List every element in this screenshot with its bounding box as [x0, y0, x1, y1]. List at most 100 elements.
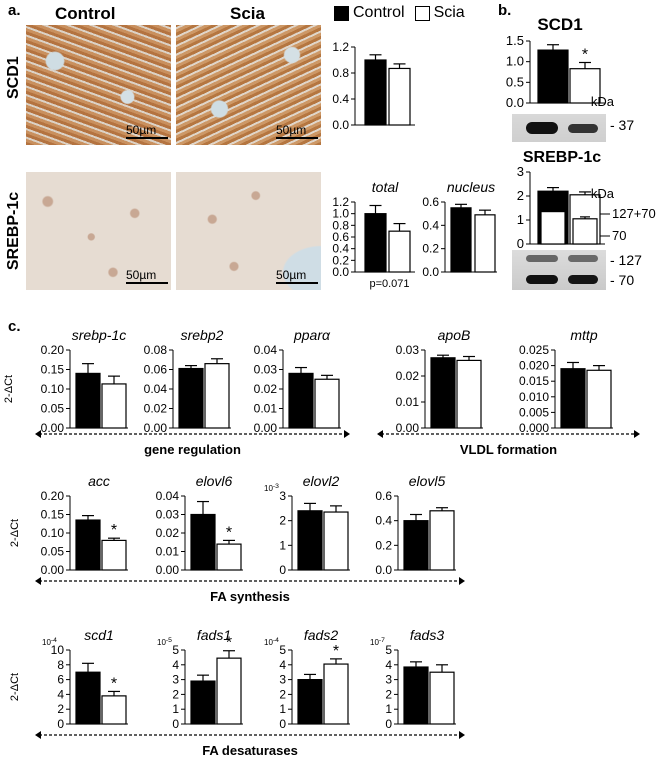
srebp2-y-tick-label: 0.00 [144, 421, 168, 435]
blot-band [568, 124, 598, 133]
apob-y-tick-label: 0.02 [396, 369, 420, 383]
elovl6-y-tick-label: 0.01 [156, 545, 180, 559]
panel-a-label: a. [8, 2, 21, 19]
fads2-bar-control [297, 678, 323, 725]
srebp1c-y-tick-label: 0.15 [41, 363, 65, 377]
group-vldl-formation-arrow-right [634, 430, 640, 438]
ihc-srebp-nucleus-y-tick-label: 0.4 [422, 218, 439, 232]
ihc-srebp-nucleus-y-tick-label: 0.6 [422, 195, 439, 209]
fads3-y-tick-label: 3 [385, 673, 392, 687]
scale-bar [126, 282, 168, 284]
fads2-bar-scia [323, 663, 349, 725]
group-vldl-formation-arrow-left [377, 430, 383, 438]
scd1-y-tick-label: 2 [57, 702, 64, 716]
wb-scd1-title: SCD1 [537, 15, 582, 34]
ihc-srebp-total-bar-scia [388, 230, 411, 273]
elovl6-bar-control [190, 513, 216, 571]
scd1-bar-control [75, 671, 101, 725]
micrograph-srebp-control: 50µm [26, 172, 171, 290]
ihc-scd1-bar-scia [388, 67, 411, 126]
srebp2-title: srebp2 [181, 327, 224, 343]
wb-scd1-y-tick-label: 1.0 [506, 54, 524, 69]
ppara-y-tick-label: 0.03 [254, 363, 278, 377]
fads3-y-tick-label: 4 [385, 658, 392, 672]
wb-srebp-inner-bar [540, 211, 566, 245]
ihc-srebp-total-y-tick-label: 0.0 [332, 265, 349, 279]
group-gene-regulation-label: gene regulation [144, 442, 241, 457]
elovl2-exponent: 10-3 [264, 483, 279, 493]
blot-band [568, 275, 598, 284]
legend-control-swatch [334, 5, 349, 21]
group-gene-regulation-arrow-left [35, 430, 41, 438]
fads3-y-tick-label: 2 [385, 687, 392, 701]
ppara-y-tick-label: 0.02 [254, 382, 278, 396]
mttp-y-tick-label: 0.005 [519, 405, 549, 419]
srebp2-bar-scia [204, 363, 230, 429]
elovl6-y-tick-label: 0.02 [156, 526, 180, 540]
fads1-y-tick-label: 0 [172, 717, 179, 731]
acc-y-tick-label: 0.20 [41, 489, 65, 503]
srebp1c-y-tick-label: 0.20 [41, 343, 65, 357]
fads2-y-tick-label: 3 [279, 673, 286, 687]
scd1-y-tick-label: 4 [57, 687, 64, 701]
panel-c-label: c. [8, 318, 21, 335]
srebp1c-bar-scia [101, 383, 127, 429]
srebp1c-title: srebp-1c [72, 327, 126, 343]
fads3-bar-scia [429, 671, 455, 725]
elovl5-title: elovl5 [409, 473, 446, 489]
blot-srebp [512, 250, 606, 290]
micrograph-srebp-scia: 50µm [176, 172, 321, 290]
srebp2-y-tick-label: 0.04 [144, 382, 168, 396]
ihc-srebp-total-note: p=0.071 [369, 278, 409, 290]
wb-srebp-title: SREBP-1c [523, 149, 601, 166]
header-scia: Scia [230, 4, 265, 23]
fads2-exponent: 10-4 [264, 637, 279, 647]
group-fa-desaturases-arrow-left [35, 731, 41, 739]
elovl6-bar-scia [216, 543, 242, 571]
acc-y-tick-label: 0.15 [41, 508, 65, 522]
fads1-y-tick-label: 3 [172, 673, 179, 687]
wb-scd1-kda-label: kDa [591, 94, 615, 109]
acc-y-label: 2-ΔCt [9, 519, 21, 547]
blot-band [526, 255, 558, 262]
elovl5-bar-control [403, 520, 429, 571]
ppara-y-tick-label: 0.04 [254, 343, 278, 357]
ihc-srebp-total-y-tick-label: 0.8 [332, 218, 349, 232]
srebp1c-y-tick-label: 0.05 [41, 402, 65, 416]
mttp-y-tick-label: 0.020 [519, 359, 549, 373]
fads1-y-tick-label: 1 [172, 702, 179, 716]
ihc-srebp-nucleus-title: nucleus [447, 179, 495, 195]
apob-y-tick-label: 0.03 [396, 343, 420, 357]
group-fa-desaturases-arrow-right [459, 731, 465, 739]
apob-bar-control [430, 357, 456, 429]
wb-srebp-overlay-127-70: 127+70 [612, 206, 656, 221]
ppara-bar-scia [314, 378, 340, 429]
ppara-bar-control [288, 372, 314, 429]
group-fa-synthesis-label: FA synthesis [210, 589, 290, 604]
fads1-y-tick-label: 4 [172, 658, 179, 672]
elovl6-y-tick-label: 0.03 [156, 508, 180, 522]
ihc-srebp-total-title: total [372, 179, 399, 195]
elovl5-y-tick-label: 0.2 [375, 538, 392, 552]
blot-band [526, 275, 558, 284]
elovl5-y-tick-label: 0.0 [375, 563, 392, 577]
elovl2-bar-control [297, 510, 323, 571]
mttp-y-tick-label: 0.000 [519, 421, 549, 435]
blot-band [526, 122, 558, 134]
wb-srebp-y-tick-label: 2 [517, 188, 524, 203]
legend-control-label: Control [353, 4, 405, 21]
fads2-y-tick-label: 4 [279, 658, 286, 672]
srebp2-y-tick-label: 0.06 [144, 363, 168, 377]
fads1-significance-star: * [226, 635, 232, 652]
micrograph-scd1-control: 50µm [26, 25, 171, 145]
elovl2-y-tick-label: 2 [279, 514, 286, 528]
fads2-y-tick-label: 0 [279, 717, 286, 731]
fads1-bar-scia [216, 657, 242, 725]
scd1-exponent: 10-4 [42, 637, 57, 647]
elovl2-y-tick-label: 0 [279, 563, 286, 577]
fads2-y-tick-label: 5 [279, 643, 286, 657]
wb-srebp-inner-bar [572, 218, 598, 245]
group-gene-regulation-arrow-right [344, 430, 350, 438]
